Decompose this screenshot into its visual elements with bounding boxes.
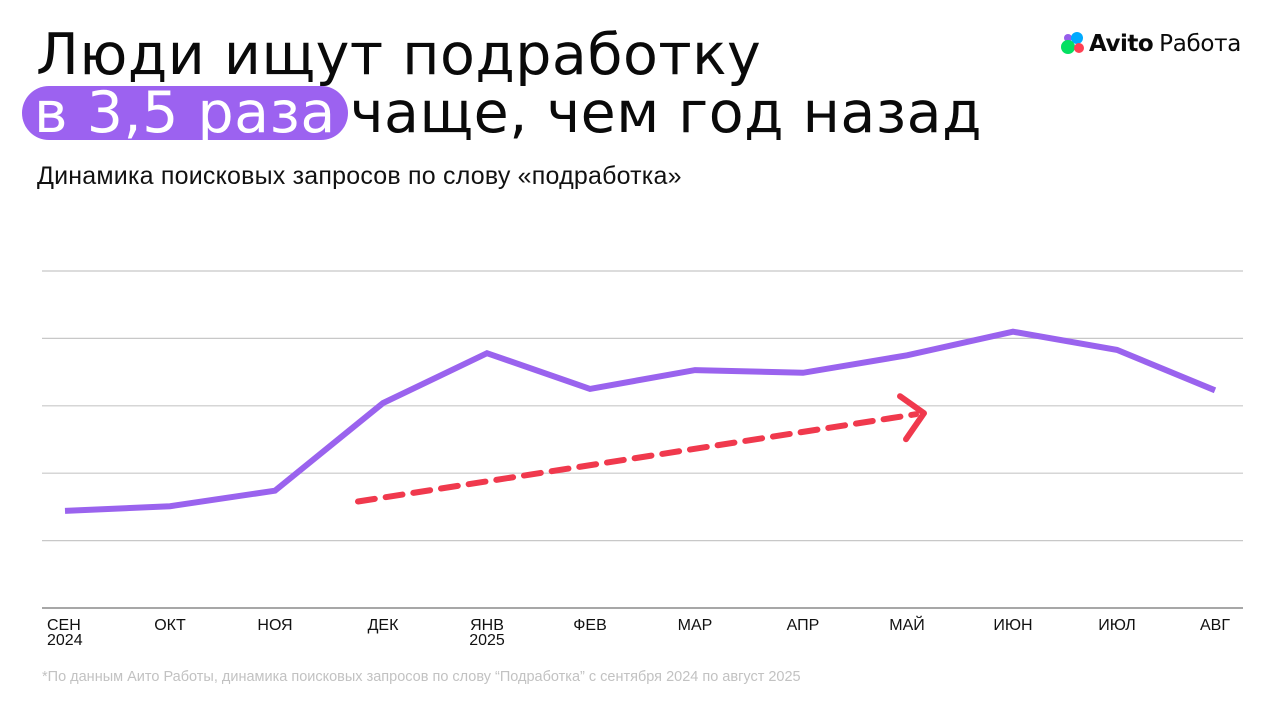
x-tick-label: ДЕК — [368, 617, 400, 634]
x-tick-label: ЯНВ — [470, 617, 504, 634]
x-tick-label: НОЯ — [257, 617, 292, 634]
highlight-badge: в 3,5 раза — [22, 85, 348, 142]
headline: Люди ищут подработку в 3,5 раза чаще, чем… — [22, 22, 982, 142]
headline-line-2-rest: чаще, чем год назад — [349, 80, 983, 146]
headline-line-1: Люди ищут подработку — [36, 22, 762, 88]
x-tick-label: ОКТ — [154, 617, 186, 634]
trend-arrow-head-icon — [897, 393, 927, 443]
logo-brand: Avito — [1089, 31, 1154, 57]
headline-line-2: в 3,5 раза чаще, чем год назад — [22, 84, 982, 142]
x-tick-year: 2024 — [47, 632, 83, 649]
chart-subtitle: Динамика поисковых запросов по слову «по… — [37, 162, 682, 190]
logo-product: Работа — [1159, 31, 1242, 57]
avito-rabota-logo: Avito Работа — [1061, 31, 1241, 57]
x-tick-label: АВГ — [1200, 617, 1230, 634]
x-tick-label: ИЮН — [993, 617, 1032, 634]
footnote: *По данным Аито Работы, динамика поисков… — [42, 669, 801, 685]
series-line — [64, 328, 1217, 514]
x-tick-label: СЕН — [47, 617, 81, 634]
trend-arrow-shaft — [355, 411, 919, 505]
x-tick-year: 2025 — [469, 632, 505, 649]
x-tick-label: АПР — [787, 617, 820, 634]
x-tick-label: МАЙ — [889, 615, 925, 634]
avito-dots-icon — [1061, 31, 1087, 57]
x-tick-label: МАР — [678, 617, 713, 634]
x-tick-label: ФЕВ — [573, 617, 607, 634]
x-tick-label: ИЮЛ — [1098, 617, 1135, 634]
